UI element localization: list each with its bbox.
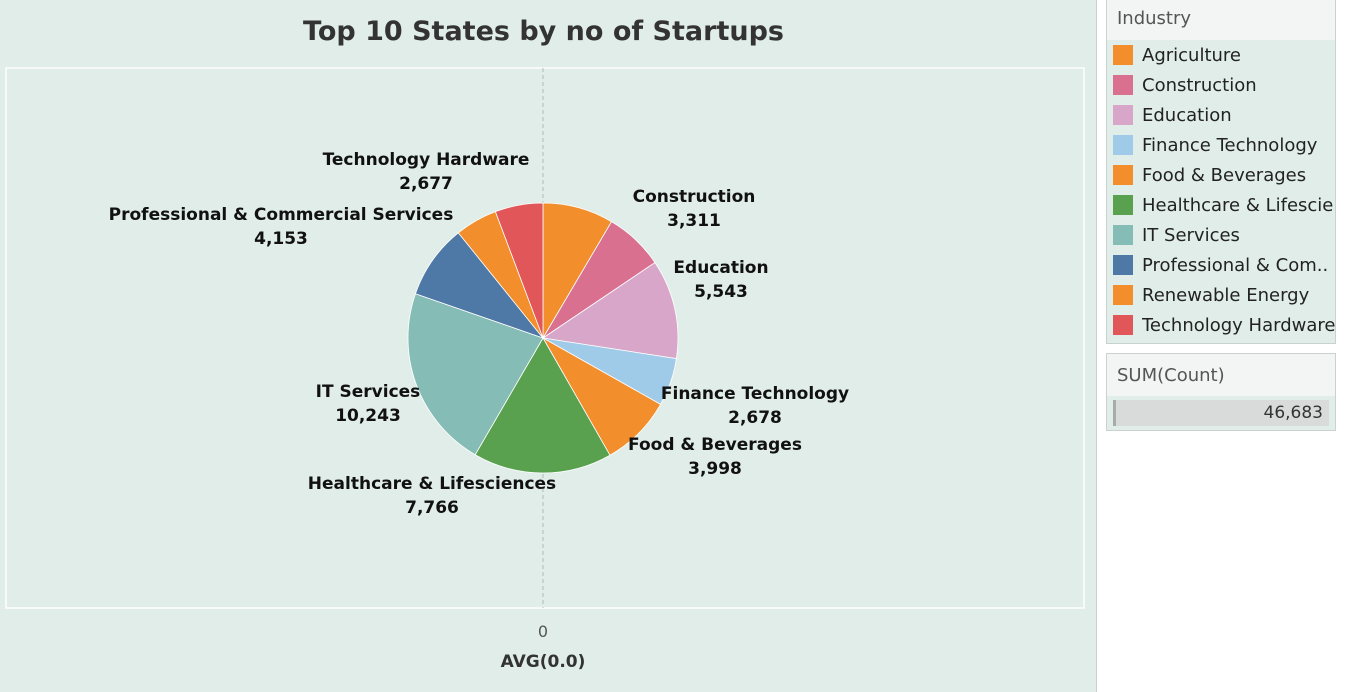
chart-pane: Top 10 States by no of Startups Construc…	[0, 0, 1097, 692]
size-legend: SUM(Count) 46,683	[1106, 353, 1336, 431]
pie-slice[interactable]	[541, 262, 679, 360]
size-legend-bar: 46,683	[1113, 400, 1329, 426]
legend-label: Healthcare & Lifescie..	[1142, 194, 1335, 216]
legend-title: Industry	[1107, 0, 1335, 40]
legend-item[interactable]: Agriculture	[1107, 40, 1335, 70]
size-legend-title: SUM(Count)	[1107, 354, 1335, 396]
pie-chart: Construction 3,311 Education 5,543 Finance T…	[5, 67, 1085, 672]
legend-item[interactable]: Food & Beverages	[1107, 160, 1335, 190]
legend-swatch	[1113, 225, 1133, 245]
legend-label: Education	[1142, 104, 1232, 126]
slice-label-value: 4,153	[254, 229, 308, 249]
legend-label: Finance Technology	[1142, 134, 1318, 156]
pie-slices[interactable]	[407, 202, 679, 474]
slice-label-name: Professional & Commercial Services	[109, 205, 454, 225]
slice-label-name: Finance Technology	[661, 384, 849, 404]
legend-label: Technology Hardware	[1142, 314, 1335, 336]
slice-label-name: Food & Beverages	[628, 435, 802, 455]
slice-label-value: 2,678	[728, 408, 782, 428]
legend-swatch	[1113, 45, 1133, 65]
legend-label: Professional & Com..	[1142, 254, 1329, 276]
legend-swatch	[1113, 285, 1133, 305]
slice-label-value: 3,311	[667, 211, 721, 231]
legend-label: IT Services	[1142, 224, 1240, 246]
slice-labels: Construction 3,311 Education 5,543 Finance T…	[109, 150, 849, 518]
legend-swatch	[1113, 165, 1133, 185]
legend-swatch	[1113, 75, 1133, 95]
legend-item[interactable]: IT Services	[1107, 220, 1335, 250]
slice-label-name: Construction	[633, 187, 756, 207]
pie-slice[interactable]	[474, 337, 611, 474]
chart-title: Top 10 States by no of Startups	[303, 16, 784, 47]
legend-item[interactable]: Healthcare & Lifescie..	[1107, 190, 1335, 220]
legend-swatch	[1113, 135, 1133, 155]
legend-item[interactable]: Construction	[1107, 70, 1335, 100]
legend-label: Agriculture	[1142, 44, 1241, 66]
legend-item[interactable]: Technology Hardware	[1107, 310, 1335, 340]
legend-label: Food & Beverages	[1142, 164, 1307, 186]
industry-legend: Industry Agriculture Construction Educat…	[1106, 0, 1336, 344]
legend-item[interactable]: Professional & Com..	[1107, 250, 1335, 280]
legend-label: Construction	[1142, 74, 1257, 96]
pie-slice[interactable]	[407, 293, 544, 456]
plot-area	[5, 67, 1085, 609]
x-axis-tick: 0	[538, 622, 548, 641]
legend-item[interactable]: Finance Technology	[1107, 130, 1335, 160]
slice-label-value: 7,766	[405, 498, 459, 518]
slice-label-value: 2,677	[399, 174, 453, 194]
slice-label-name: Technology Hardware	[323, 150, 530, 170]
slice-label-value: 5,543	[694, 282, 748, 302]
slice-label-value: 3,998	[688, 459, 742, 479]
legend-item[interactable]: Renewable Energy	[1107, 280, 1335, 310]
slice-label-name: Healthcare & Lifesciences	[308, 474, 556, 494]
legend-swatch	[1113, 255, 1133, 275]
legend-swatch	[1113, 105, 1133, 125]
legend-label: Renewable Energy	[1142, 284, 1310, 306]
legend-item[interactable]: Education	[1107, 100, 1335, 130]
pie-slice[interactable]	[494, 202, 544, 339]
legend-swatch	[1113, 315, 1133, 335]
size-legend-value: 46,683	[1263, 403, 1323, 423]
x-axis-title: AVG(0.0)	[501, 652, 586, 672]
slice-label-value: 10,243	[335, 406, 401, 426]
slice-label-name: IT Services	[316, 382, 421, 402]
legend-swatch	[1113, 195, 1133, 215]
slice-label-name: Education	[673, 258, 768, 278]
